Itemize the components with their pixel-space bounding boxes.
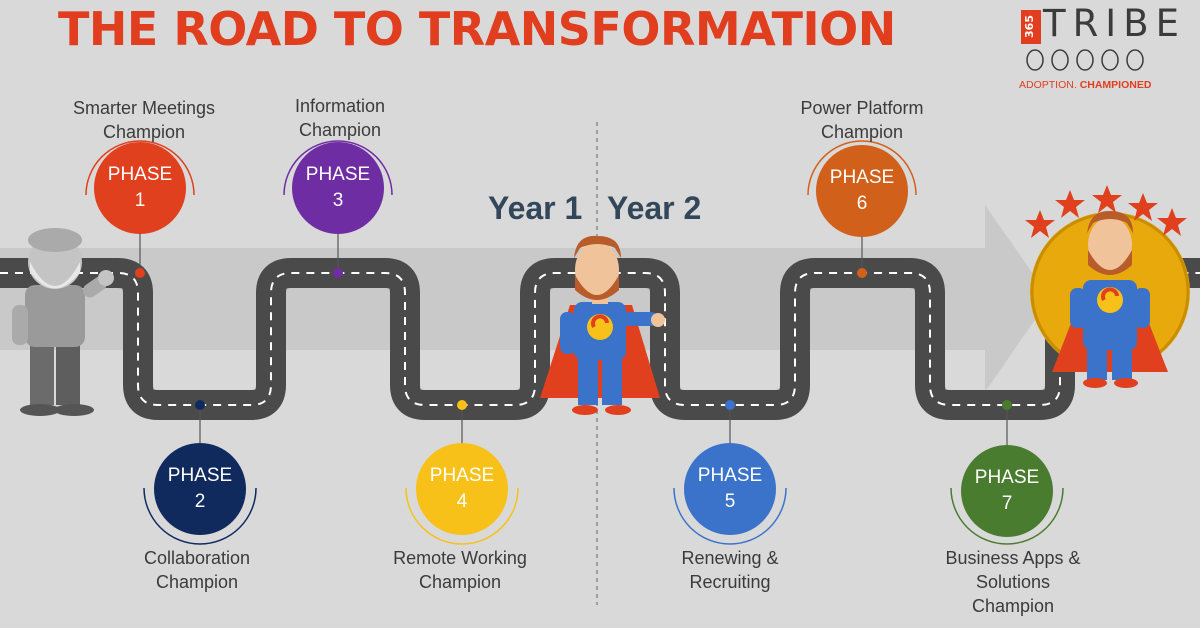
- phase-5-caption: Renewing & Recruiting: [620, 546, 840, 594]
- phase-4-caption: Remote Working Champion: [350, 546, 570, 594]
- phase-4-caption-line-1: Remote Working: [393, 548, 527, 568]
- star-icon: [1055, 190, 1085, 218]
- stars-decoration: [1025, 185, 1187, 238]
- phase-7-road-dot: [1002, 400, 1012, 410]
- phase-3-circle: PHASE 3: [292, 142, 384, 234]
- phase-5-road-dot: [725, 400, 735, 410]
- phase-7-number: 7: [1001, 493, 1013, 514]
- logo-number: 365: [1022, 15, 1036, 38]
- phase-3-arc: [283, 140, 393, 196]
- phase-2-label: PHASE: [167, 465, 233, 486]
- phase-6-label: PHASE: [829, 167, 895, 188]
- phase-1-arc: [85, 140, 195, 196]
- phase-4-caption-line-2: Champion: [418, 572, 502, 592]
- phase-7-circle: PHASE 7: [961, 445, 1053, 537]
- logo-faces-icon: [1026, 49, 1144, 71]
- phase-3-road-dot: [333, 268, 343, 278]
- logo-365-badge: [1021, 10, 1041, 44]
- phase-5-caption-line-1: Renewing &: [681, 548, 779, 568]
- phase-6-caption: Power Platform Champion: [752, 96, 972, 144]
- phase-6-road-dot: [857, 268, 867, 278]
- phase-2-number: 2: [194, 491, 206, 512]
- phase-2-road-dot: [195, 400, 205, 410]
- phase-1-caption: Smarter Meetings Champion: [34, 96, 254, 144]
- phase-1-number: 1: [134, 190, 146, 211]
- superhero-character-illustration: [540, 235, 665, 415]
- year-1-label: Year 1: [488, 190, 583, 226]
- phase-6-circle: PHASE 6: [816, 145, 908, 237]
- phase-7-arc: [950, 487, 1064, 545]
- phase-1-circle: PHASE 1: [94, 142, 186, 234]
- page-title: THE ROAD TO TRANSFORMATION: [58, 2, 896, 56]
- phase-2-arc: [143, 487, 257, 545]
- phase-2-circle: PHASE 2: [154, 443, 246, 535]
- logo-name: TRIBE: [1043, 2, 1186, 45]
- phase-5-label: PHASE: [697, 465, 763, 486]
- phase-7-caption-line-2: Solutions: [975, 572, 1051, 592]
- logo-tagline-a: ADOPTION.: [1019, 79, 1077, 91]
- phase-4-arc: [405, 487, 519, 545]
- year-2-label: Year 2: [607, 190, 702, 226]
- phase-1-road-dot: [135, 268, 145, 278]
- phase-3-number: 3: [332, 190, 344, 211]
- phase-5-arc: [673, 487, 787, 545]
- logo-tagline-b: CHAMPIONED: [1079, 79, 1152, 91]
- phase-5-caption-line-2: Recruiting: [689, 572, 771, 592]
- phase-2-caption: Collaboration Champion: [87, 546, 307, 594]
- phase-1-caption-line-1: Smarter Meetings: [72, 98, 216, 118]
- phase-1-label: PHASE: [107, 164, 173, 185]
- star-icon: [1025, 210, 1055, 238]
- phase-5-circle: PHASE 5: [684, 443, 776, 535]
- champion-badge-illustration: [1030, 210, 1190, 388]
- star-icon: [1157, 208, 1187, 236]
- phase-3-caption: Information Champion: [230, 94, 450, 142]
- phase-6-caption-line-2: Champion: [820, 122, 904, 142]
- phase-3-caption-line-1: Information: [294, 96, 386, 116]
- phase-7-caption: Business Apps & Solutions Champion: [903, 546, 1123, 618]
- logo-tagline: ADOPTION. CHAMPIONED: [1019, 79, 1151, 91]
- phase-6-arc: [807, 140, 917, 196]
- star-icon: [1128, 193, 1158, 221]
- phase-4-label: PHASE: [429, 465, 495, 486]
- phase-3-label: PHASE: [305, 164, 371, 185]
- phase-7-caption-line-1: Business Apps &: [945, 548, 1081, 568]
- phase-4-circle: PHASE 4: [416, 443, 508, 535]
- phase-5-number: 5: [724, 491, 736, 512]
- star-icon: [1092, 185, 1122, 213]
- phase-2-caption-line-2: Champion: [155, 572, 239, 592]
- phase-6-caption-line-1: Power Platform: [800, 98, 924, 118]
- phase-7-caption-line-3: Champion: [971, 596, 1055, 616]
- phase-4-road-dot: [457, 400, 467, 410]
- phase-4-number: 4: [456, 491, 468, 512]
- phase-7-label: PHASE: [974, 467, 1040, 488]
- starting-character-illustration: [12, 228, 114, 416]
- phase-6-number: 6: [856, 193, 868, 214]
- phase-3-caption-line-2: Champion: [298, 120, 382, 140]
- phase-2-caption-line-1: Collaboration: [143, 548, 251, 568]
- phase-1-caption-line-2: Champion: [102, 122, 186, 142]
